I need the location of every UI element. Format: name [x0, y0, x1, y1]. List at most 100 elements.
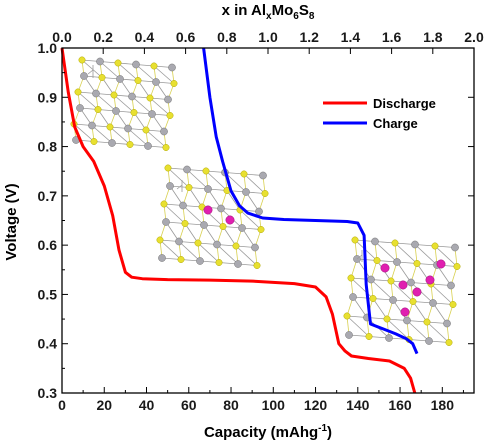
molybdenum-atom — [132, 60, 140, 69]
molybdenum-atom — [234, 260, 242, 268]
molybdenum-atom — [345, 331, 353, 339]
sulfur-atom — [232, 242, 240, 250]
sulfur-atom — [383, 315, 391, 323]
molybdenum-atom — [179, 201, 187, 210]
molybdenum-atom — [411, 240, 419, 249]
x-tick-label: 0 — [58, 397, 66, 413]
molybdenum-atom — [152, 78, 160, 86]
sulfur-atom — [449, 301, 457, 308]
molybdenum-atom — [88, 121, 96, 130]
sulfur-atom — [413, 260, 421, 267]
x-tick-label: 60 — [181, 397, 197, 413]
top-tick-label: 1.8 — [423, 29, 443, 45]
molybdenum-atom — [242, 188, 250, 196]
top-tick-label: 0.0 — [52, 29, 72, 45]
molybdenum-atom — [92, 89, 100, 98]
molybdenum-atom — [160, 127, 168, 136]
sulfur-atom — [343, 312, 351, 320]
sulfur-atom — [166, 112, 174, 119]
molybdenum-atom — [451, 243, 459, 252]
molybdenum-atom — [367, 275, 375, 284]
x-tick-label: 180 — [431, 397, 455, 413]
sulfur-atom — [257, 226, 265, 233]
aluminum-atom — [380, 263, 390, 273]
molybdenum-atom — [429, 299, 437, 307]
sulfur-atom — [98, 74, 106, 81]
sulfur-atom — [170, 80, 178, 87]
sulfur-atom — [160, 200, 168, 208]
y-tick-label: 0.6 — [38, 237, 58, 253]
molybdenum-atom — [407, 278, 415, 287]
sulfur-atom — [261, 190, 269, 197]
molybdenum-atom — [124, 124, 132, 133]
molybdenum-atom — [80, 72, 88, 80]
molybdenum-atom — [164, 95, 172, 104]
x-tick-label: 160 — [388, 397, 412, 413]
molybdenum-atom — [196, 257, 204, 265]
y-tick-label: 1.0 — [38, 40, 58, 56]
y-tick-label: 0.4 — [38, 336, 58, 352]
molybdenum-atom — [385, 334, 393, 342]
top-tick-label: 1.0 — [258, 29, 278, 45]
crystal-structure-1 — [70, 56, 178, 151]
axis-marker-3 — [356, 250, 363, 262]
sulfur-atom — [453, 263, 461, 270]
molybdenum-atom — [128, 92, 136, 101]
aluminum-atom — [436, 259, 446, 269]
top-tick-label: 0.6 — [176, 29, 196, 45]
top-tick-label: 1.6 — [382, 29, 402, 45]
sulfur-atom — [373, 257, 381, 264]
x-tick-label: 80 — [223, 397, 239, 413]
sulfur-atom — [365, 333, 373, 340]
aluminum-atom — [203, 205, 213, 215]
sulfur-atom — [162, 144, 170, 151]
sulfur-atom — [164, 164, 172, 172]
molybdenum-atom — [403, 316, 411, 325]
sulfur-atom — [146, 94, 154, 102]
top-tick-label: 0.2 — [93, 29, 113, 45]
aluminum-atom — [398, 280, 408, 290]
x-tick-label: 40 — [139, 397, 155, 413]
sulfur-atom — [110, 91, 118, 99]
sulfur-atom — [181, 220, 189, 227]
y-tick-label: 0.5 — [38, 286, 58, 302]
sulfur-atom — [445, 339, 453, 346]
molybdenum-atom — [112, 107, 120, 115]
sulfur-atom — [130, 109, 138, 116]
molybdenum-atom — [96, 57, 104, 66]
sulfur-atom — [94, 106, 102, 113]
aluminum-atom — [412, 287, 422, 297]
sulfur-atom — [215, 259, 223, 266]
sulfur-atom — [391, 239, 399, 247]
sulfur-atom — [387, 277, 395, 285]
sulfur-atom — [185, 184, 193, 191]
molybdenum-atom — [158, 254, 166, 262]
sulfur-atom — [126, 141, 134, 148]
aluminum-atom — [400, 307, 410, 317]
sulfur-atom — [347, 274, 355, 282]
axis-marker-2 — [176, 180, 183, 192]
molybdenum-atom — [217, 204, 225, 213]
crystal-structure-2 — [156, 164, 269, 269]
sulfur-atom — [202, 167, 210, 175]
top-tick-label: 0.8 — [217, 29, 237, 45]
molybdenum-atom — [108, 139, 116, 147]
y-tick-label: 0.7 — [38, 188, 58, 204]
y-tick-label: 0.9 — [38, 89, 58, 105]
sulfur-atom — [114, 59, 122, 67]
molybdenum-atom — [144, 142, 152, 150]
top-x-axis-title: x in AlxMo6S8 — [222, 2, 315, 22]
aluminum-atom — [425, 275, 435, 285]
molybdenum-atom — [76, 104, 84, 112]
molybdenum-atom — [389, 296, 397, 304]
sulfur-atom — [177, 256, 185, 263]
x-axis-title: Capacity (mAhg-1) — [204, 423, 332, 441]
x-tick-label: 140 — [346, 397, 370, 413]
sulfur-atom — [134, 77, 142, 84]
sulfur-atom — [106, 123, 114, 131]
top-tick-label: 0.4 — [135, 29, 155, 45]
sulfur-atom — [194, 239, 202, 247]
sulfur-atom — [74, 88, 82, 96]
y-tick-label: 0.8 — [38, 139, 58, 155]
